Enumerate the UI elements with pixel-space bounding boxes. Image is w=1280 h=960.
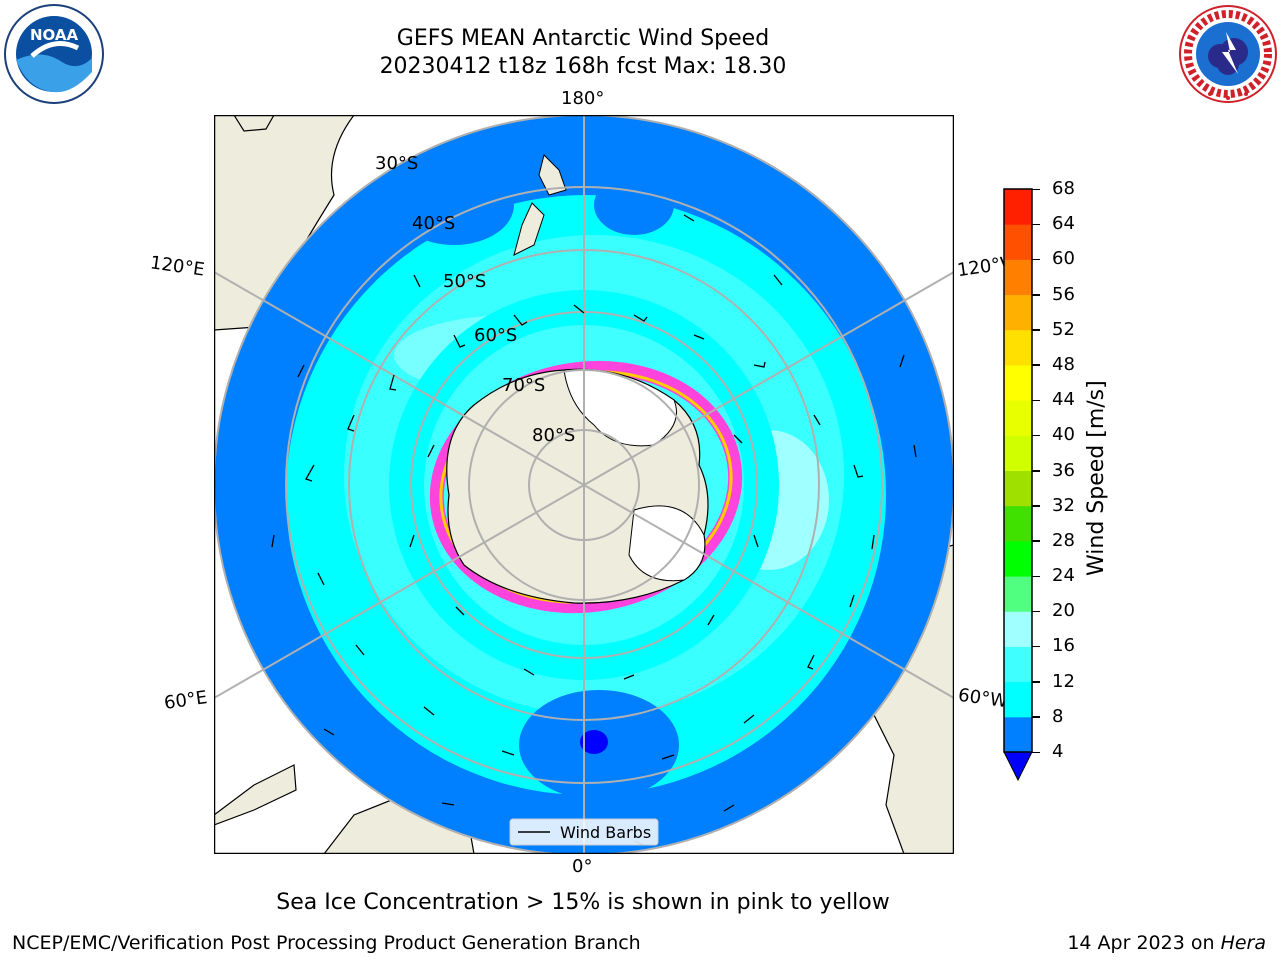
- colorbar-tick-mark: [1032, 575, 1040, 578]
- colorbar-tick-mark: [1032, 294, 1040, 296]
- colorbar-band: [1004, 364, 1032, 401]
- colorbar-tick-mark: [1032, 188, 1040, 190]
- colorbar-band: [1004, 716, 1032, 753]
- noaa-logo: NOAA: [4, 4, 104, 104]
- colorbar-tick-label: 28: [1052, 529, 1075, 551]
- colorbar-tick-mark: [1032, 364, 1040, 366]
- chart-subtitle-run: 20230412 t18z 168h fcst Max: 18.30: [379, 54, 787, 79]
- noaa-logo-text: NOAA: [30, 26, 79, 44]
- lat-label-80s: 80°S: [532, 425, 575, 446]
- colorbar-tick-mark: [1032, 223, 1040, 226]
- footer-host: Hera: [1220, 932, 1266, 954]
- polar-map: 30°S 40°S 50°S 60°S 70°S 80°S Wind Barbs: [214, 115, 954, 854]
- colorbar-tick-label: 20: [1052, 600, 1075, 622]
- colorbar-tick-mark: [1032, 399, 1040, 402]
- footer-date-text: 14 Apr 2023 on: [1067, 932, 1215, 954]
- colorbar-tick-label: 64: [1052, 213, 1075, 235]
- legend-label: Wind Barbs: [560, 823, 651, 842]
- latitude-labels: 30°S 40°S 50°S 60°S 70°S 80°S: [375, 153, 575, 446]
- colorbar-tick-label: 36: [1052, 459, 1075, 481]
- colorbar-tick-label: 44: [1052, 389, 1075, 411]
- colorbar-tick-label: 40: [1052, 424, 1075, 446]
- new-zealand-land: [513, 154, 567, 256]
- colorbar-tick-label: 60: [1052, 248, 1075, 270]
- graticule: [214, 115, 954, 854]
- colorbar-band: [1004, 470, 1032, 507]
- colorbar-tick-mark: [1032, 434, 1040, 437]
- lon-label-bottom: 0°: [572, 856, 593, 877]
- lat-label-40s: 40°S: [412, 213, 455, 234]
- colorbar-band: [1004, 259, 1032, 296]
- colorbar-tick-label: 8: [1052, 705, 1064, 727]
- colorbar-band: [1004, 646, 1032, 683]
- colorbar-band: [1004, 540, 1032, 577]
- map-frame: [214, 115, 954, 854]
- footer-branch: NCEP/EMC/Verification Post Processing Pr…: [12, 932, 641, 954]
- lat-label-70s: 70°S: [502, 375, 545, 396]
- colorbar-band: [1004, 505, 1032, 542]
- map-legend: Wind Barbs: [509, 818, 659, 846]
- colorbar-tick-mark: [1032, 645, 1040, 648]
- colorbar-band: [1004, 189, 1032, 225]
- sea-ice-note: Sea Ice Concentration > 15% is shown in …: [276, 890, 890, 915]
- weddell-ice-shelf: [628, 505, 706, 582]
- colorbar-band: [1004, 435, 1032, 471]
- nws-logo: [1179, 5, 1277, 103]
- colorbar-tick-mark: [1032, 540, 1040, 542]
- colorbar-tick-mark: [1032, 751, 1040, 753]
- lat-label-50s: 50°S: [443, 271, 486, 292]
- colorbar-tick-label: 24: [1052, 565, 1075, 587]
- land-fragment: [233, 115, 275, 132]
- chart-title: GEFS MEAN Antarctic Wind Speed: [396, 26, 770, 51]
- colorbar-tick-mark: [1032, 716, 1040, 718]
- colorbar-band: [1004, 576, 1032, 612]
- colorbar-tick-label: 12: [1052, 670, 1075, 692]
- colorbar-tick-label: 56: [1052, 283, 1075, 305]
- colorbar-tick-mark: [1032, 610, 1040, 613]
- colorbar-tick-mark: [1032, 505, 1040, 507]
- colorbar-tick-mark: [1032, 681, 1040, 683]
- lon-label-left-lower: 60°E: [162, 687, 209, 714]
- lat-label-30s: 30°S: [375, 153, 418, 174]
- colorbar-band: [1004, 400, 1032, 436]
- colorbar-tick-label: 32: [1052, 494, 1075, 516]
- colorbar-band: [1004, 611, 1032, 647]
- colorbar-tick-mark: [1032, 329, 1040, 331]
- wind-barbs: [271, 214, 917, 846]
- lat-label-60s: 60°S: [474, 325, 517, 346]
- colorbar-tick-mark: [1032, 258, 1040, 261]
- colorbar-tick-label: 52: [1052, 318, 1075, 340]
- colorbar-label: Wind Speed [m/s]: [1084, 380, 1109, 576]
- colorbar-tick-label: 68: [1052, 178, 1075, 199]
- lon-label-top: 180°: [561, 88, 605, 109]
- colorbar-band: [1004, 224, 1032, 260]
- colorbar: [1003, 188, 1033, 782]
- lon-label-left-upper: 120°E: [148, 252, 206, 281]
- colorbar-tick-label: 4: [1052, 741, 1064, 762]
- colorbar-band: [1004, 329, 1032, 366]
- colorbar-tick-mark: [1032, 470, 1040, 472]
- footer-date: 14 Apr 2023 on Hera: [1067, 932, 1266, 954]
- madagascar-land: [214, 764, 297, 826]
- colorbar-tick-label: 16: [1052, 635, 1075, 657]
- colorbar-band: [1004, 294, 1032, 331]
- wind-speed-field: [214, 115, 954, 854]
- colorbar-underflow-arrow: [1003, 751, 1033, 782]
- colorbar-band: [1004, 681, 1032, 718]
- colorbar-tick-label: 48: [1052, 353, 1075, 375]
